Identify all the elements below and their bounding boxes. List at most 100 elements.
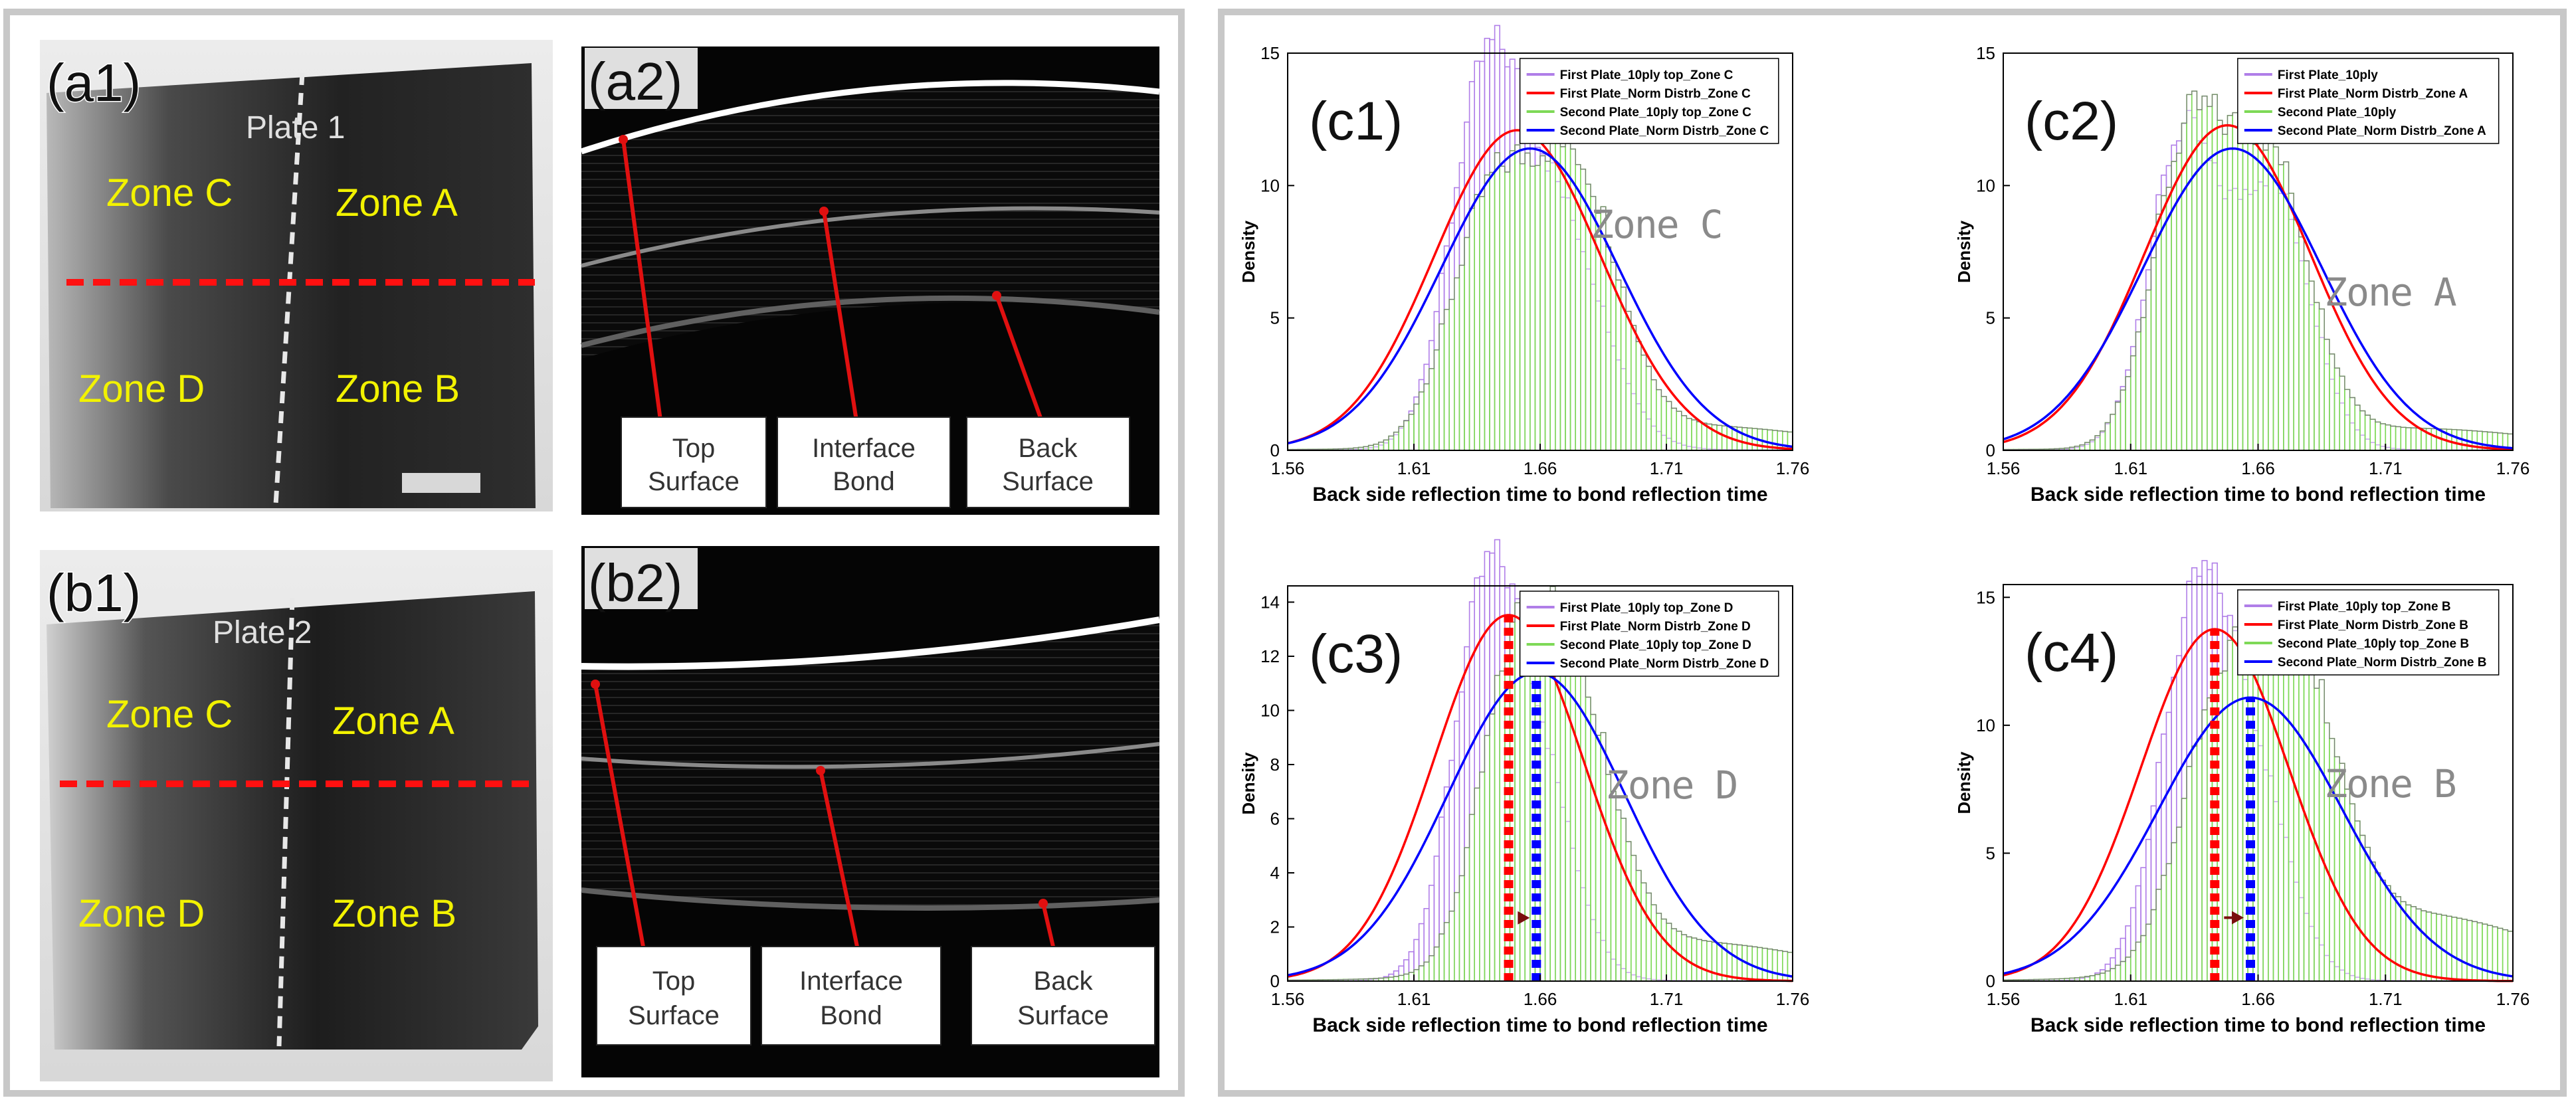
legend-box — [1519, 591, 1779, 677]
second-plate-bar — [1757, 947, 1763, 982]
second-plate-bar — [1524, 152, 1531, 451]
legend-entry: Second Plate_Norm Distrb_Zone B — [2278, 656, 2487, 670]
second-plate-bar — [1494, 674, 1501, 982]
second-plate-bar — [1751, 946, 1758, 982]
x-tick-label: 1.76 — [2496, 989, 2530, 1009]
second-plate-bar — [2257, 138, 2264, 451]
y-tick-label: 15 — [1260, 43, 1280, 63]
second-plate-bar — [1484, 174, 1490, 451]
second-plate-bar — [1575, 664, 1581, 982]
second-plate-bar — [2482, 923, 2488, 982]
second-plate-bar — [1732, 943, 1738, 982]
x-tick-label: 1.56 — [1987, 989, 2021, 1009]
second-plate-bar — [2217, 120, 2223, 451]
second-plate-bar — [2222, 670, 2229, 982]
second-plate-bar — [1625, 841, 1632, 982]
second-plate-bar — [2181, 798, 2187, 982]
second-plate-bar — [1438, 323, 1445, 451]
second-plate-bar — [1479, 771, 1486, 982]
second-plate-bar — [1585, 696, 1591, 982]
second-plate-bar — [2502, 929, 2509, 982]
second-plate-bar — [1458, 875, 1465, 982]
second-plate-bar — [2191, 90, 2198, 451]
second-plate-bar — [1373, 443, 1379, 451]
zone-label: Zone A — [332, 699, 454, 743]
second-plate-bar — [2288, 193, 2294, 451]
x-tick-label: 1.66 — [1524, 989, 1557, 1009]
photo-b1: (b1) Plate 2 Zone C Zone A Zone D Zone B — [40, 550, 553, 1081]
second-plate-bar — [2114, 965, 2122, 982]
second-plate-bar — [2232, 112, 2238, 451]
second-plate-bar — [1635, 341, 1642, 451]
interface-bond-echo — [581, 206, 1160, 268]
second-plate-bar — [2278, 164, 2284, 451]
second-plate-bar — [1454, 891, 1460, 982]
legend-entry: First Plate_10ply top_Zone D — [1560, 601, 1734, 615]
x-tick-label: 1.61 — [1397, 458, 1431, 478]
second-plate-bar — [2227, 115, 2233, 451]
second-plate-bar — [2201, 95, 2208, 451]
second-plate-bar — [2324, 338, 2330, 451]
shift-arrowhead — [1518, 911, 1530, 925]
callout-label: Surface — [648, 467, 740, 496]
second-plate-bar — [2446, 915, 2452, 982]
second-plate-bar — [1645, 892, 1652, 982]
legend-entry: Second Plate_10ply top_Zone B — [2278, 637, 2469, 651]
x-axis-label: Back side reflection time to bond reflec… — [1312, 1014, 1767, 1036]
zone-label: Zone C — [106, 693, 233, 736]
second-plate-bar — [2359, 410, 2366, 451]
legend-entry: First Plate_10ply top_Zone C — [1560, 68, 1734, 82]
second-plate-bar — [1691, 419, 1698, 451]
x-axis-label: Back side reflection time to bond reflec… — [2031, 484, 2486, 506]
y-tick-label: 15 — [1976, 43, 1995, 63]
callout-label: Interface — [799, 966, 903, 996]
y-tick-label: 0 — [1270, 971, 1280, 991]
panel-label: (a1) — [47, 53, 141, 112]
second-plate-bar — [1660, 918, 1667, 982]
second-plate-bar — [1509, 150, 1516, 451]
y-axis-label: Density — [1238, 752, 1258, 814]
second-plate-bar — [2369, 418, 2376, 451]
second-plate-bar — [2369, 861, 2376, 982]
scan-b2: Top Surface Interface Bond Back Surface … — [581, 546, 1160, 1077]
second-plate-bar — [2339, 375, 2345, 451]
interface-bond-echo — [581, 742, 1160, 769]
zone-label: Zone D — [78, 367, 205, 411]
panel-label: (c2) — [2025, 91, 2118, 151]
second-plate-bar — [2476, 922, 2483, 982]
second-plate-bar — [2104, 970, 2111, 982]
second-plate-bar — [1393, 431, 1400, 451]
y-tick-label: 14 — [1260, 592, 1280, 612]
second-plate-bar — [2375, 421, 2381, 451]
second-plate-bar — [1530, 165, 1536, 451]
second-plate-bar — [2135, 941, 2141, 982]
second-plate-bar — [2160, 874, 2167, 982]
y-axis-label: Density — [1954, 221, 1974, 283]
x-tick-label: 1.76 — [1776, 989, 1810, 1009]
second-plate-bar — [2364, 846, 2371, 982]
second-plate-bar — [2354, 405, 2361, 451]
second-plate-bar — [2120, 961, 2126, 982]
second-plate-bar — [1418, 965, 1425, 982]
y-tick-label: 6 — [1270, 808, 1280, 828]
second-plate-bar — [1595, 735, 1602, 982]
second-plate-bar — [2104, 422, 2111, 451]
second-plate-bar — [2211, 94, 2218, 451]
legend-box — [2237, 58, 2500, 144]
second-plate-bar — [1615, 279, 1622, 451]
y-tick-label: 5 — [1270, 308, 1280, 328]
second-plate-bar — [2421, 910, 2427, 982]
second-plate-bar — [2379, 879, 2387, 982]
second-plate-bar — [2099, 972, 2106, 982]
second-plate-bar — [1650, 379, 1657, 451]
second-plate-bar — [1771, 949, 1779, 982]
second-plate-bar — [2293, 219, 2300, 451]
second-plate-bar — [2425, 911, 2432, 982]
second-plate-bar — [1408, 972, 1415, 982]
second-plate-bar — [1761, 947, 1768, 982]
second-plate-bar — [1590, 713, 1597, 982]
top-surface-echo — [580, 80, 1160, 155]
second-plate-bar — [2165, 863, 2172, 982]
second-plate-bar — [1656, 389, 1662, 451]
callout-label: Top — [652, 966, 696, 996]
